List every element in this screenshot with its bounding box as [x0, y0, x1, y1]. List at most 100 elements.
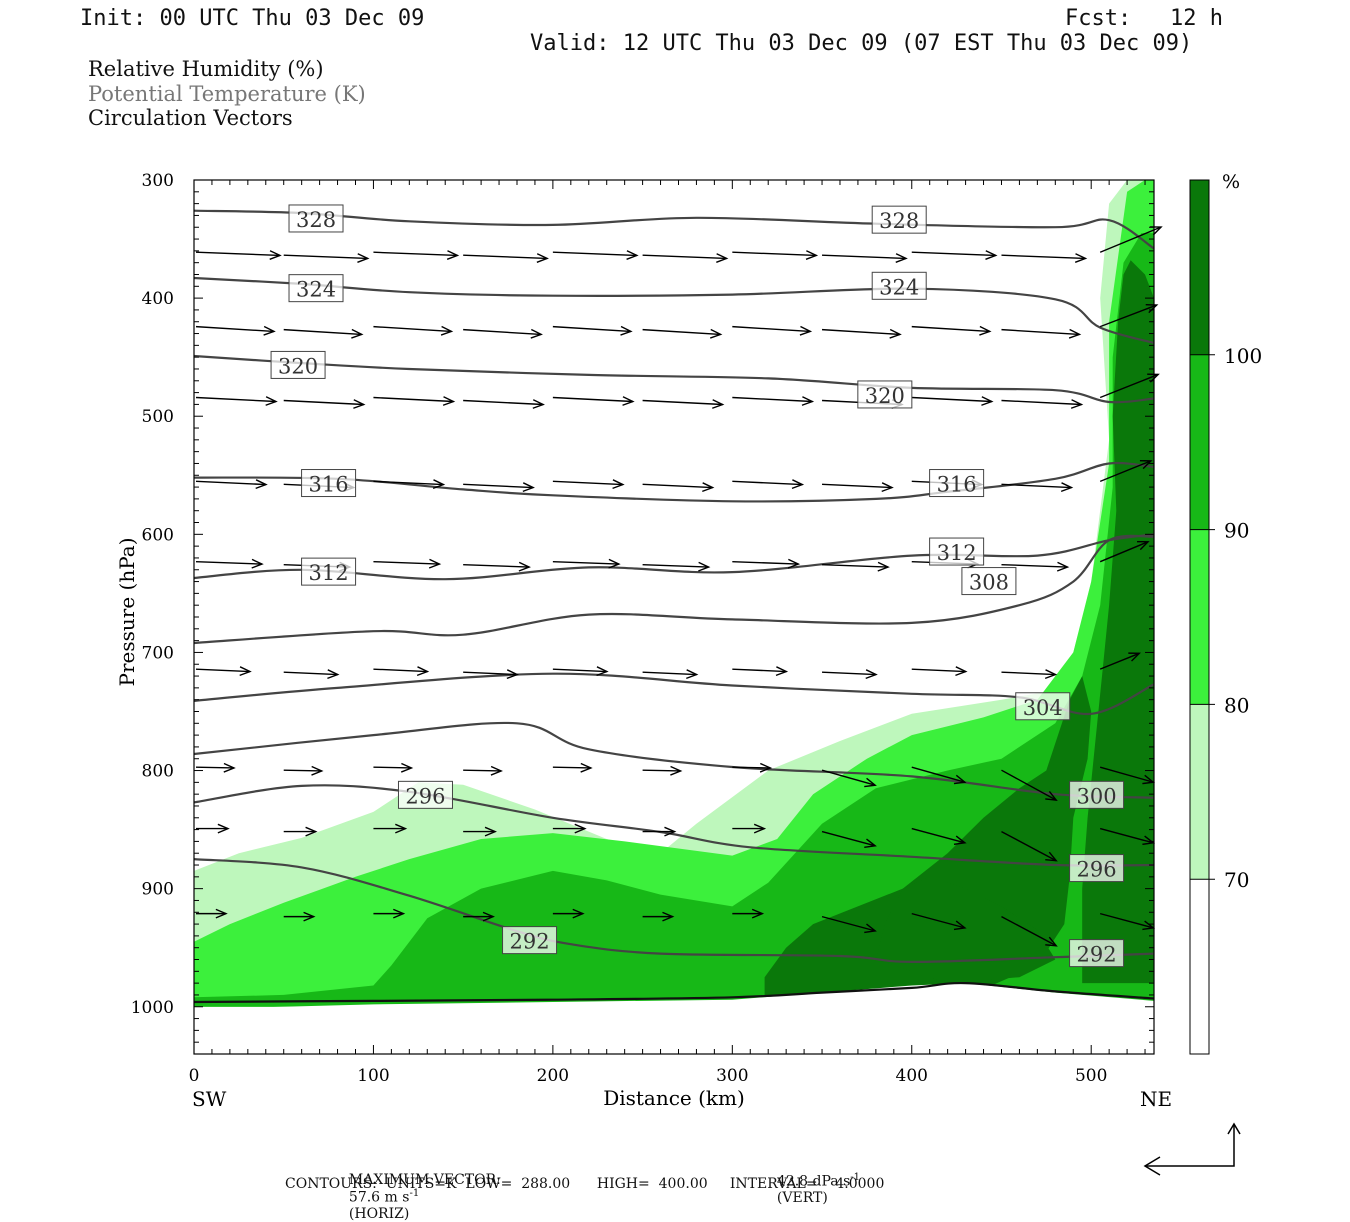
- vector-arrow: [642, 669, 699, 680]
- vector-arrow: [1001, 399, 1084, 409]
- init-time: Init: 00 UTC Thu 03 Dec 09: [80, 6, 425, 31]
- vector-arrow: [373, 479, 446, 490]
- x-axis-label: Distance (km): [603, 1086, 745, 1110]
- reference-vector-icon: [1143, 1122, 1241, 1176]
- vector-arrow: [283, 328, 364, 339]
- theta-contour-308: [193, 534, 1155, 645]
- vector-arrow: [283, 669, 340, 680]
- svg-text:312: 312: [937, 541, 977, 565]
- x-tick-label: 0: [189, 1066, 200, 1086]
- vector-arrow: [373, 250, 460, 260]
- theta-label-292: 292: [502, 926, 558, 955]
- vector-arrow: [463, 669, 519, 680]
- vector-arrow: [732, 250, 819, 260]
- svg-text:316: 316: [309, 473, 349, 497]
- vert-tag: (VERT): [776, 1189, 828, 1206]
- vector-arrow: [642, 561, 711, 572]
- vector-arrow: [373, 558, 442, 569]
- y-tick-label: 800: [142, 762, 174, 782]
- vector-arrow: [732, 558, 801, 569]
- y-tick-label: 400: [142, 289, 174, 309]
- colorbar-frame: [1189, 179, 1210, 1055]
- vector-arrow: [642, 482, 715, 493]
- vector-arrow: [732, 666, 789, 677]
- vector-arrow: [732, 479, 805, 490]
- vector-arrow: [732, 823, 767, 834]
- theta-label-324: 324: [288, 274, 344, 303]
- vector-arrow: [642, 826, 677, 837]
- horiz-tag: (HORIZ): [348, 1205, 410, 1222]
- colorbar-swatch: [1190, 529, 1209, 705]
- vector-arrow: [732, 762, 773, 773]
- vector-arrow: [373, 396, 456, 406]
- forecast-hour-value: 12 h: [1170, 6, 1223, 31]
- x-tick-label: 200: [537, 1066, 569, 1086]
- vector-arrow: [1099, 540, 1150, 563]
- vector-arrow: [642, 328, 723, 339]
- vector-arrow: [822, 253, 908, 263]
- y-tick-label: 300: [142, 171, 174, 191]
- svg-text:296: 296: [1077, 858, 1117, 882]
- vector-arrow: [283, 765, 324, 776]
- vector-arrow: [1001, 328, 1082, 339]
- field-label-vectors: Circulation Vectors: [88, 106, 293, 130]
- vector-arrow: [1001, 916, 1058, 947]
- vector-arrow: [732, 325, 813, 336]
- sw-end-label: SW: [192, 1087, 227, 1111]
- vector-arrow: [911, 250, 998, 260]
- ne-end-label: NE: [1140, 1087, 1172, 1111]
- x-tick-label: 100: [357, 1066, 389, 1086]
- max-horiz-value: 57.6 m s: [348, 1189, 410, 1206]
- vector-arrow: [1001, 561, 1070, 572]
- svg-text:296: 296: [405, 784, 445, 808]
- vector-arrow: [1001, 482, 1074, 493]
- vector-arrow: [552, 558, 621, 569]
- rh-region-100: [875, 876, 1056, 984]
- vector-arrow: [552, 250, 639, 260]
- vector-arrow: [822, 482, 894, 493]
- vector-arrow: [1099, 373, 1160, 399]
- vector-arrow: [552, 479, 625, 490]
- svg-text:328: 328: [879, 209, 919, 233]
- theta-label-296: 296: [397, 780, 453, 809]
- y-tick-label: 900: [142, 880, 174, 900]
- svg-text:328: 328: [296, 208, 336, 232]
- vector-arrow: [1001, 769, 1058, 801]
- max-vert-value: 42.8 dPa s: [776, 1173, 851, 1190]
- colorbar: 100 90 80 70%: [1189, 171, 1262, 1055]
- field-label-theta: Potential Temperature (K): [88, 82, 366, 106]
- vector-arrow: [1099, 460, 1153, 483]
- vector-arrow: [1099, 827, 1156, 846]
- theta-label-324: 324: [871, 271, 927, 300]
- svg-text:300: 300: [1077, 784, 1117, 808]
- vector-arrow: [463, 561, 531, 572]
- vector-arrow: [1099, 912, 1156, 931]
- theta-label-300: 300: [1069, 780, 1125, 809]
- colorbar-swatch: [1190, 180, 1209, 355]
- rh-region-90: [194, 233, 1154, 1007]
- surface-line: [193, 981, 1155, 1004]
- vector-arrow: [822, 561, 890, 572]
- svg-text:312: 312: [309, 561, 349, 585]
- vector-arrow: [552, 396, 635, 406]
- vector-arrow: [821, 915, 877, 934]
- vector-arrow: [821, 328, 902, 339]
- theta-label-296: 296: [1069, 854, 1125, 883]
- vector-arrow: [463, 328, 543, 339]
- vector-arrow: [552, 325, 633, 336]
- vector-arrow: [642, 253, 729, 263]
- vector-arrow: [195, 558, 264, 569]
- y-tick-label: 600: [142, 525, 174, 545]
- vector-arrow: [552, 666, 609, 677]
- vector-arrow: [911, 827, 967, 846]
- vert-exponent: -1: [850, 1172, 861, 1183]
- colorbar-level-label: 70: [1224, 868, 1249, 892]
- theta-label-312: 312: [929, 537, 985, 566]
- colorbar-level-label: 90: [1224, 519, 1249, 543]
- vector-arrow: [196, 908, 228, 919]
- vector-arrow: [732, 396, 815, 406]
- svg-text:292: 292: [510, 930, 550, 954]
- vector-arrow: [1001, 669, 1058, 680]
- vector-arrow: [463, 911, 495, 922]
